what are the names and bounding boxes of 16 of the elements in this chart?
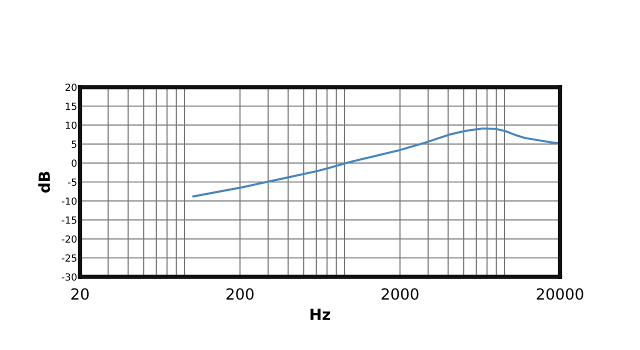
y-tick-label: 15 (66, 102, 76, 110)
x-tick-label: 2000 (382, 288, 418, 300)
y-tick-label: 20 (66, 84, 77, 91)
x-tick-label: 200 (226, 288, 254, 300)
y-tick-label: 5 (72, 140, 76, 148)
x-tick-label: 20000 (536, 288, 584, 300)
y-tick-label: -15 (62, 216, 76, 224)
y-tick-label: -5 (68, 178, 76, 186)
y-axis-title: dB (38, 172, 50, 193)
y-tick-label: -20 (62, 235, 77, 243)
y-tick-label: 0 (72, 160, 77, 167)
y-tick-label: -25 (62, 254, 76, 262)
x-axis-title: Hz (310, 308, 330, 320)
y-tick-label: 10 (66, 122, 77, 129)
y-tick-label: -30 (62, 273, 77, 281)
y-tick-label: -10 (62, 197, 77, 205)
